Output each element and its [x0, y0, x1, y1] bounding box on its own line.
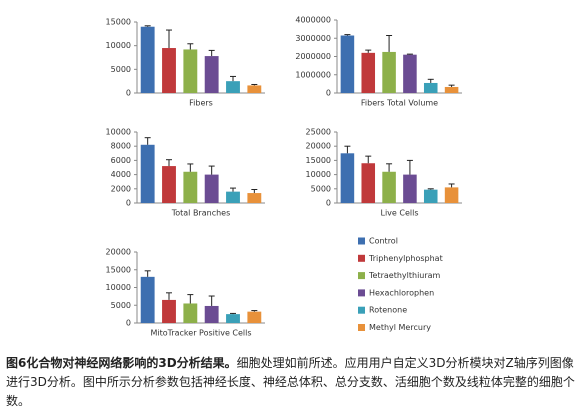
x-axis-label: MitoTracker Positive Cells [150, 329, 251, 338]
y-tick-label: 10000 [106, 41, 131, 50]
bar [204, 174, 219, 203]
y-tick-label: 10000 [306, 170, 331, 179]
bar [140, 26, 155, 93]
y-tick-label: 15000 [106, 18, 131, 27]
charts: 050001000015000Fibers0100000020000003000… [106, 16, 462, 338]
legend-label: Rotenone [369, 306, 407, 315]
legend-swatch [358, 237, 365, 245]
y-tick-label: 1000000 [295, 70, 331, 79]
bar [247, 193, 262, 203]
bar [204, 56, 219, 93]
legend-label: Hexachlorophen [369, 288, 434, 297]
y-tick-label: 4000000 [295, 16, 331, 25]
x-axis-label: Fibers Total Volume [361, 99, 438, 108]
legend-label: Tetraethylthiuram [368, 271, 441, 280]
bar [162, 166, 176, 203]
bar [403, 54, 417, 93]
x-axis-label: Total Branches [171, 209, 231, 218]
caption-bold: 图6化合物对神经网络影响的3D分析结果。 [6, 356, 237, 370]
bar [183, 303, 198, 323]
x-axis-label: Live Cells [381, 209, 419, 218]
y-tick-label: 4000 [111, 170, 131, 179]
y-tick-label: 10000 [106, 128, 131, 137]
bar [247, 85, 262, 93]
bar [361, 163, 376, 203]
legend-swatch [358, 289, 365, 297]
bar [382, 51, 396, 93]
bar [226, 81, 240, 93]
bar [340, 153, 355, 203]
y-tick-label: 15000 [106, 265, 131, 274]
bar [444, 86, 459, 93]
y-tick-label: 0 [326, 89, 331, 98]
bar [226, 191, 240, 203]
legend-swatch [358, 306, 365, 314]
y-tick-label: 0 [126, 89, 131, 98]
bar [183, 171, 198, 203]
bar [140, 144, 155, 203]
bar [247, 311, 262, 323]
legend-label: Control [369, 237, 398, 246]
bar [183, 49, 198, 93]
y-tick-label: 2000000 [295, 52, 331, 61]
bar [204, 305, 219, 323]
y-tick-label: 2000 [111, 184, 131, 193]
caption: 图6化合物对神经网络影响的3D分析结果。细胞处理如前所述。应用用户自定义3D分析… [6, 354, 578, 411]
x-axis-label: Fibers [189, 99, 213, 108]
y-tick-label: 8000 [111, 142, 131, 151]
y-tick-label: 5000 [111, 301, 131, 310]
bar [361, 52, 376, 93]
bar [340, 35, 355, 93]
bar [382, 171, 396, 203]
bar [162, 48, 176, 93]
y-tick-label: 25000 [306, 128, 331, 137]
y-tick-label: 20000 [106, 248, 131, 257]
caption-text: 细胞处理如前所述。应用用户自定义3D分析模块对Z轴序列图像进行3D分析。图中所示… [6, 356, 575, 408]
y-tick-label: 0 [126, 319, 131, 328]
y-tick-label: 5000 [111, 65, 131, 74]
bar [423, 82, 438, 93]
bar [403, 174, 417, 203]
y-tick-label: 0 [126, 199, 131, 208]
y-tick-label: 6000 [111, 156, 131, 165]
legend-label: Methyl Mercury [369, 323, 431, 332]
y-tick-label: 20000 [306, 142, 331, 151]
bar [444, 187, 459, 203]
y-tick-label: 3000000 [295, 34, 331, 43]
bar [226, 314, 240, 323]
bar [162, 299, 176, 323]
bar [423, 189, 438, 203]
bar [140, 276, 155, 323]
legend-swatch [358, 324, 365, 331]
y-tick-label: 15000 [306, 156, 331, 165]
y-tick-label: 0 [326, 199, 331, 208]
y-tick-label: 10000 [106, 283, 131, 292]
legend-swatch [358, 254, 365, 262]
legend-label: Triphenylphosphat [368, 254, 443, 263]
y-tick-label: 5000 [311, 184, 331, 193]
legend-swatch [358, 272, 365, 280]
